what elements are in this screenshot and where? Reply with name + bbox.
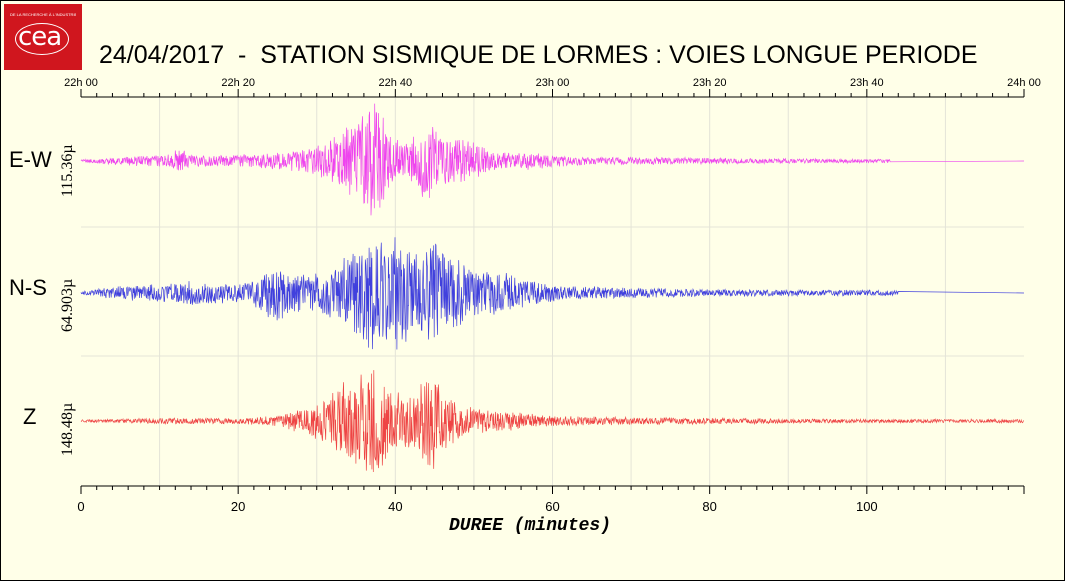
trace-ns bbox=[80, 237, 1025, 350]
chart-title: 24/04/2017 - STATION SISMIQUE DE LORMES … bbox=[99, 41, 978, 69]
axes: 22h 00 22h 20 22h 40 23h 00 23h 20 23h 40 24h … bbox=[64, 77, 1041, 514]
logo-ring bbox=[15, 23, 69, 55]
x-axis-tick-label: 20 bbox=[231, 499, 245, 514]
amplitude-scale-ew: 115.36µ bbox=[59, 144, 76, 197]
trace-label-ns: N-S bbox=[9, 275, 47, 300]
top-axis-tick-label: 22h 20 bbox=[221, 77, 255, 89]
top-axis-tick-label: 22h 40 bbox=[379, 77, 413, 89]
amplitude-scale-ns: 64.903µ bbox=[59, 278, 76, 332]
x-axis-label: DUREE (minutes) bbox=[449, 516, 612, 536]
top-axis-tick-label: 22h 00 bbox=[64, 77, 98, 89]
top-axis-tick-label: 23h 00 bbox=[536, 77, 570, 89]
x-axis-tick-label: 0 bbox=[77, 499, 84, 514]
trace-ew bbox=[80, 103, 1025, 216]
logo-tagline: DE LA RECHERCHE À L'INDUSTRIE bbox=[10, 12, 76, 17]
x-axis-tick-label: 40 bbox=[388, 499, 402, 514]
top-axis-tick-label: 23h 20 bbox=[693, 77, 727, 89]
logo-text: cea bbox=[18, 22, 62, 52]
x-axis-tick-label: 60 bbox=[545, 499, 559, 514]
traces bbox=[80, 103, 1025, 473]
x-axis-tick-label: 80 bbox=[702, 499, 716, 514]
trace-label-z: Z bbox=[23, 404, 37, 429]
trace-z bbox=[80, 370, 1024, 473]
top-axis-tick-label: 24h 00 bbox=[1007, 77, 1041, 89]
trace-label-ew: E-W bbox=[9, 147, 52, 172]
top-axis-tick-label: 23h 40 bbox=[850, 77, 884, 89]
x-axis-tick-label: 100 bbox=[856, 499, 878, 514]
cea-logo: DE LA RECHERCHE À L'INDUSTRIE cea bbox=[4, 4, 82, 70]
amplitude-scale-z: 148.48µ bbox=[59, 402, 76, 456]
